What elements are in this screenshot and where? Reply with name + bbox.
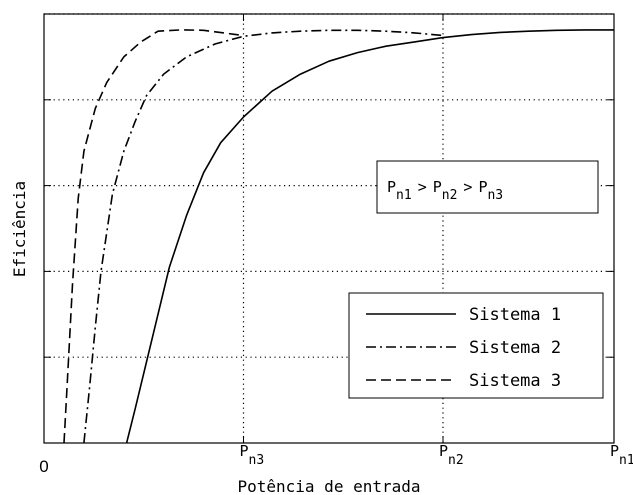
annotation-text: Pn1 > Pn2 > Pn3	[387, 178, 503, 203]
legend-label-2: Sistema 2	[469, 338, 561, 358]
series-line-2	[83, 29, 444, 444]
series-line-3	[63, 29, 244, 444]
legend-label-1: Sistema 1	[469, 305, 561, 325]
x-tick-label: Pn3	[240, 442, 265, 468]
x-tick-label: Pn2	[439, 442, 464, 468]
x-tick-label: Pn1	[610, 442, 633, 468]
legend: Sistema 1 Sistema 2 Sistema 3	[348, 292, 604, 399]
annotation-box: Pn1 > Pn2 > Pn3	[376, 160, 599, 214]
x-axis-label: Potência de entrada	[237, 477, 420, 495]
tick-marks	[44, 13, 615, 443]
plot-frame	[43, 13, 615, 444]
legend-label-3: Sistema 3	[469, 371, 561, 391]
series-line-1	[125, 29, 614, 444]
y-axis-label: Eficiência	[10, 181, 29, 277]
x-tick-label: 0	[39, 457, 48, 476]
series-lines	[63, 29, 614, 444]
x-tick-labels: 0 Pn3 Pn2 Pn1	[39, 442, 633, 476]
